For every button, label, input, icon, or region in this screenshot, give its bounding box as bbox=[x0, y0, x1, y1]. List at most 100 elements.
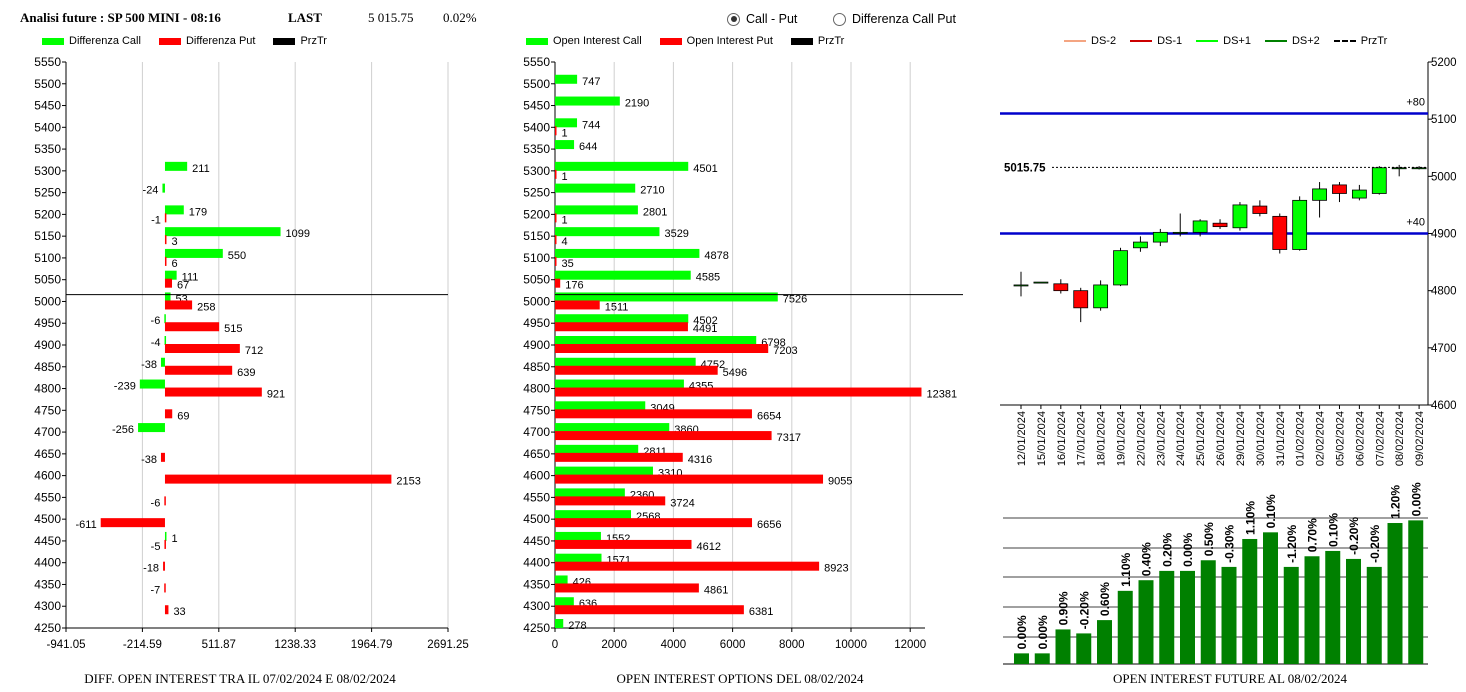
date-tick-label: 18/01/2024 bbox=[1096, 411, 1108, 466]
y-tick-label: 5450 bbox=[523, 99, 550, 113]
oi-future-bar bbox=[1200, 560, 1216, 664]
call-bar bbox=[164, 248, 223, 258]
bar-value-label: 1511 bbox=[605, 301, 629, 313]
y-tick-label: 4600 bbox=[34, 469, 61, 483]
y-tick-label: 5050 bbox=[34, 273, 61, 287]
y-tick-label: 4350 bbox=[34, 577, 61, 591]
y-tick-label: 4500 bbox=[34, 512, 61, 526]
oi-future-bar bbox=[1055, 629, 1071, 664]
put-bar bbox=[164, 322, 220, 332]
bar-value-label: -611 bbox=[76, 519, 97, 531]
call-bar bbox=[555, 118, 578, 128]
legend-label: PrzTr bbox=[300, 35, 327, 47]
oi-future-bar bbox=[1076, 633, 1092, 664]
y-tick-label: 5050 bbox=[523, 273, 550, 287]
legend-line-ds-1 bbox=[1130, 40, 1153, 42]
bar-value-label: 12381 bbox=[926, 389, 957, 401]
y-tick-label: 5500 bbox=[34, 77, 61, 91]
oi-future-bar bbox=[1366, 566, 1382, 664]
put-bar bbox=[555, 387, 922, 397]
call-bar bbox=[164, 314, 166, 324]
y-tick-label: 5350 bbox=[523, 142, 550, 156]
oi-future-bar bbox=[1097, 620, 1112, 664]
bar-value-label: 3 bbox=[171, 236, 177, 248]
bar-value-label: 1 bbox=[562, 171, 568, 183]
candle-body bbox=[1073, 290, 1089, 309]
bar-value-label: 1099 bbox=[286, 228, 310, 240]
call-bar bbox=[555, 575, 568, 585]
radio-unselected-icon bbox=[833, 12, 846, 26]
last-value: 5 015.75 bbox=[368, 10, 414, 25]
date-tick-label: 30/01/2024 bbox=[1255, 411, 1267, 466]
bar-value-label: 4316 bbox=[688, 454, 712, 466]
candle-body bbox=[1371, 167, 1387, 194]
x-tick-label: -214.59 bbox=[123, 639, 162, 651]
date-tick-label: 26/01/2024 bbox=[1215, 411, 1227, 466]
put-bar bbox=[164, 605, 169, 615]
bar-value-label: 4502 bbox=[693, 315, 717, 327]
oi-future-bar bbox=[1387, 523, 1403, 664]
legend-label: DS-2 bbox=[1091, 35, 1117, 47]
y-tick-label: 5550 bbox=[523, 55, 550, 69]
y-tick-label: 4300 bbox=[34, 599, 61, 613]
call-bar bbox=[162, 183, 165, 193]
y-tick-label: 4850 bbox=[523, 360, 550, 374]
bar-value-label: 6381 bbox=[749, 606, 773, 618]
oi-bar-label: 0.00% bbox=[1181, 533, 1195, 567]
y-tick-label: 4400 bbox=[34, 556, 61, 570]
bar-value-label: 7526 bbox=[783, 293, 807, 305]
last-label: LAST bbox=[288, 10, 322, 25]
oi-bar-label: -0.30% bbox=[1223, 525, 1237, 563]
x-tick-label: 2691.25 bbox=[427, 639, 469, 651]
price-tick-label: 4900 bbox=[1431, 229, 1457, 241]
bar-value-label: 278 bbox=[568, 620, 586, 632]
bar-value-label: 35 bbox=[562, 258, 574, 270]
date-tick-label: 09/02/2024 bbox=[1414, 411, 1426, 466]
put-bar bbox=[100, 518, 165, 528]
bar-value-label: 4612 bbox=[697, 541, 721, 553]
put-bar bbox=[164, 365, 233, 375]
date-tick-label: 19/01/2024 bbox=[1116, 411, 1128, 466]
candle-body bbox=[1053, 283, 1069, 292]
oi-bar-label: 0.00% bbox=[1409, 482, 1423, 516]
bar-value-label: 258 bbox=[197, 301, 215, 313]
legend-swatch-red bbox=[659, 37, 682, 45]
call-bar bbox=[138, 423, 165, 433]
candle-body bbox=[1391, 167, 1407, 170]
oi-bar-label: -1.20% bbox=[1285, 525, 1299, 563]
radio-differenza-call-put[interactable]: Differenza Call Put bbox=[833, 12, 956, 26]
y-tick-label: 5400 bbox=[523, 120, 550, 134]
radio-call-put[interactable]: Call - Put bbox=[727, 12, 797, 26]
bar-value-label: 8923 bbox=[824, 563, 848, 575]
price-tick-label: 5200 bbox=[1431, 57, 1457, 69]
put-bar bbox=[555, 344, 769, 353]
call-bar bbox=[555, 510, 632, 520]
legend-label: Differenza Call bbox=[69, 35, 141, 47]
bar-value-label: -256 bbox=[112, 424, 134, 436]
oi-bar-label: 0.70% bbox=[1306, 518, 1320, 552]
panel3-legend: DS-2 DS-1 DS+1 DS+2 PrzTr bbox=[1064, 35, 1387, 47]
y-tick-label: 5150 bbox=[523, 229, 550, 243]
legend-label: Differenza Put bbox=[185, 35, 256, 47]
put-bar bbox=[160, 452, 165, 462]
candle-body bbox=[1113, 250, 1128, 286]
call-bar bbox=[555, 161, 689, 171]
bar-value-label: 550 bbox=[228, 250, 246, 262]
call-bar bbox=[555, 401, 646, 411]
put-bar bbox=[555, 452, 683, 462]
call-bar bbox=[555, 488, 625, 498]
y-tick-label: 4400 bbox=[523, 556, 550, 570]
oi-bar-label: 1.20% bbox=[1389, 485, 1403, 519]
panel2-caption: OPEN INTEREST OPTIONS DEL 08/02/2024 bbox=[616, 671, 864, 686]
y-tick-label: 4900 bbox=[523, 338, 550, 352]
bar-value-label: 4491 bbox=[693, 323, 717, 335]
candle-body bbox=[1312, 188, 1327, 201]
put-bar bbox=[555, 365, 718, 375]
call-bar bbox=[555, 292, 778, 302]
y-tick-label: 4900 bbox=[34, 338, 61, 352]
call-bar bbox=[555, 553, 602, 563]
bar-value-label: 179 bbox=[189, 206, 207, 218]
y-tick-label: 4950 bbox=[523, 316, 550, 330]
put-bar bbox=[555, 256, 557, 266]
bar-value-label: 3724 bbox=[670, 497, 694, 509]
